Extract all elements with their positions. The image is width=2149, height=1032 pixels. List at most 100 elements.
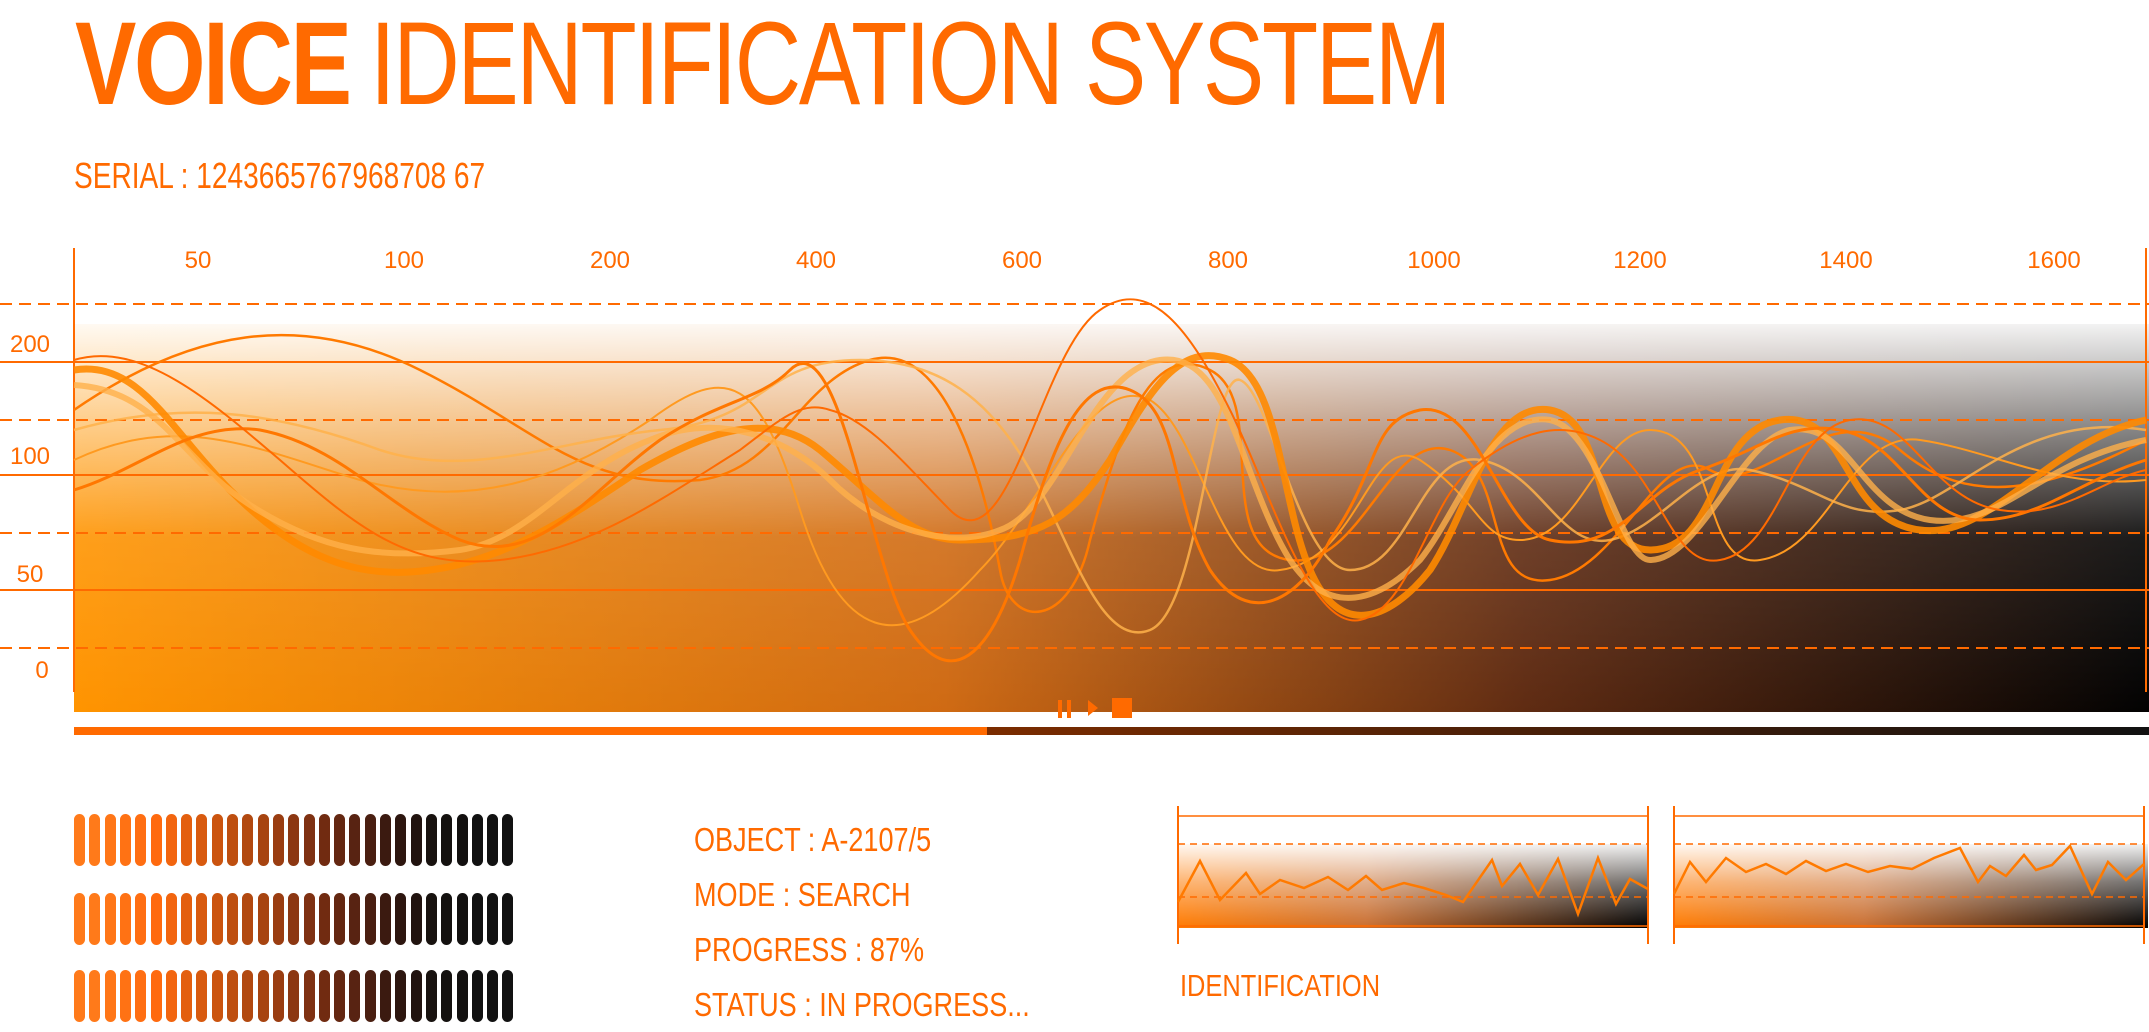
level-bar bbox=[471, 893, 483, 945]
page-title: VOICE IDENTIFICATION SYSTEM bbox=[75, 0, 1452, 130]
x-tick-600: 600 bbox=[1002, 247, 1042, 274]
playback-progress-bar[interactable] bbox=[74, 727, 2149, 735]
identification-label: IDENTIFICATION bbox=[1180, 968, 1381, 1003]
level-bar bbox=[425, 814, 437, 866]
level-bar bbox=[349, 970, 361, 1022]
level-bar bbox=[74, 893, 85, 945]
level-bar bbox=[89, 893, 101, 945]
level-bar bbox=[502, 893, 514, 945]
mini-chart-1-signal bbox=[1176, 854, 1649, 918]
level-bar bbox=[165, 893, 177, 945]
level-bar bbox=[272, 893, 284, 945]
x-tick-800: 800 bbox=[1208, 247, 1248, 274]
object-row: OBJECT : A-2107/5 bbox=[694, 812, 1030, 867]
mini-chart-2-signal bbox=[1672, 843, 2145, 897]
level-bar bbox=[196, 970, 208, 1022]
level-bar bbox=[272, 970, 284, 1022]
level-bar bbox=[410, 970, 422, 1022]
level-bar bbox=[441, 814, 453, 866]
voice-curve-long bbox=[73, 298, 2147, 622]
level-bar bbox=[119, 893, 131, 945]
progress-row: PROGRESS : 87% bbox=[694, 922, 1030, 977]
level-bar bbox=[487, 893, 499, 945]
level-bar bbox=[303, 814, 315, 866]
level-bar bbox=[165, 970, 177, 1022]
level-bar bbox=[441, 893, 453, 945]
level-bar bbox=[211, 814, 223, 866]
x-tick-200: 200 bbox=[590, 247, 630, 274]
status-panel: OBJECT : A-2107/5 MODE : SEARCH PROGRESS… bbox=[694, 812, 1030, 1032]
level-bar bbox=[135, 970, 147, 1022]
level-bar bbox=[456, 814, 468, 866]
level-bar bbox=[288, 970, 300, 1022]
level-bar bbox=[364, 893, 376, 945]
waveform-fade bbox=[74, 324, 2149, 712]
level-bar bbox=[364, 970, 376, 1022]
level-bar bbox=[502, 814, 514, 866]
level-bar bbox=[334, 970, 346, 1022]
level-bar bbox=[380, 970, 391, 1022]
level-bar bbox=[211, 893, 223, 945]
stop-icon[interactable] bbox=[1112, 698, 1132, 718]
level-bar bbox=[242, 970, 254, 1022]
x-tick-400: 400 bbox=[796, 247, 836, 274]
level-bar bbox=[502, 970, 514, 1022]
pause-icon[interactable] bbox=[1058, 700, 1072, 718]
level-bar bbox=[380, 814, 391, 866]
status-label: STATUS : IN PROGRESS... bbox=[694, 986, 1030, 1023]
level-bar bbox=[410, 814, 422, 866]
level-bar bbox=[89, 970, 101, 1022]
level-bars-2 bbox=[74, 893, 524, 945]
level-bar bbox=[227, 814, 238, 866]
x-tick-1000: 1000 bbox=[1407, 247, 1460, 274]
level-bar bbox=[425, 893, 437, 945]
playback-controls bbox=[1054, 692, 1144, 726]
level-bar bbox=[242, 814, 254, 866]
voice-curve-accent bbox=[73, 362, 2147, 663]
x-tick-1600: 1600 bbox=[2027, 247, 2080, 274]
identification-mini-charts bbox=[1176, 806, 2148, 944]
level-bar bbox=[395, 814, 407, 866]
play-icon[interactable] bbox=[1088, 700, 1098, 716]
title-strong: VOICE bbox=[75, 0, 352, 130]
level-bar bbox=[288, 893, 300, 945]
level-bar bbox=[211, 970, 223, 1022]
level-bar bbox=[119, 814, 131, 866]
level-bar bbox=[318, 893, 330, 945]
level-bar bbox=[74, 970, 85, 1022]
level-bar bbox=[303, 893, 315, 945]
level-bar bbox=[135, 814, 147, 866]
level-bar bbox=[89, 814, 101, 866]
level-bar bbox=[303, 970, 315, 1022]
level-bar bbox=[487, 970, 499, 1022]
title-light: IDENTIFICATION SYSTEM bbox=[369, 0, 1452, 130]
mode-label: MODE : SEARCH bbox=[694, 876, 911, 913]
level-bar bbox=[318, 814, 330, 866]
level-bar bbox=[456, 893, 468, 945]
voice-curve-thin-1 bbox=[73, 333, 2147, 613]
level-bar bbox=[364, 814, 376, 866]
level-bar bbox=[135, 893, 147, 945]
level-bar bbox=[104, 893, 116, 945]
level-bar bbox=[150, 970, 162, 1022]
x-tick-1400: 1400 bbox=[1819, 247, 1872, 274]
level-bar bbox=[227, 970, 238, 1022]
level-bar bbox=[181, 893, 193, 945]
level-bar bbox=[119, 970, 131, 1022]
y-tick-50: 50 bbox=[17, 561, 44, 588]
voice-curve-thick-1 bbox=[73, 352, 2147, 619]
x-tick-100: 100 bbox=[384, 247, 424, 274]
mini-chart-2-fade bbox=[1674, 844, 2148, 928]
level-bar bbox=[471, 814, 483, 866]
status-row: STATUS : IN PROGRESS... bbox=[694, 977, 1030, 1032]
serial-value: SERIAL : 1243665767968708 67 bbox=[74, 155, 486, 196]
voice-waveform-chart: 50 100 200 400 600 800 1000 1200 1400 16… bbox=[0, 247, 2149, 735]
x-tick-1200: 1200 bbox=[1613, 247, 1666, 274]
level-bars-1 bbox=[74, 814, 524, 866]
level-bar bbox=[150, 893, 162, 945]
level-bar bbox=[104, 814, 116, 866]
level-bar bbox=[425, 970, 437, 1022]
serial-label: SERIAL : 1243665767968708 67 bbox=[74, 155, 485, 197]
level-bar bbox=[456, 970, 468, 1022]
level-bar bbox=[471, 970, 483, 1022]
